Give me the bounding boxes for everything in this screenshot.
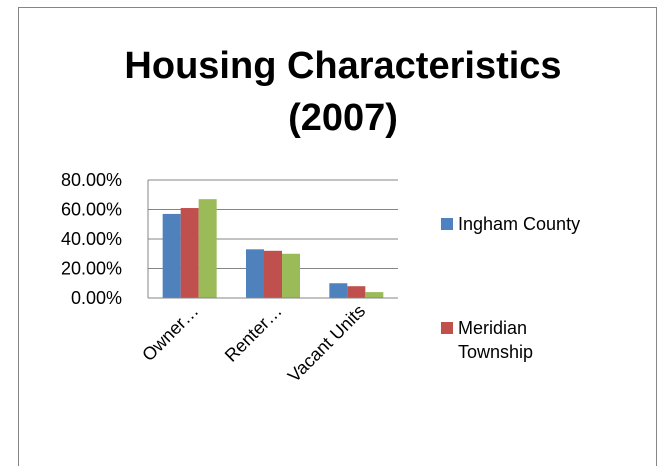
legend-swatch	[441, 218, 453, 230]
bar	[347, 286, 366, 298]
bar	[198, 199, 217, 298]
bar	[329, 283, 348, 298]
bar	[264, 250, 282, 298]
y-tick-label: 80.00%	[61, 170, 122, 190]
bar	[180, 208, 199, 298]
bar	[282, 253, 300, 298]
title-box: Housing Characteristics (2007)	[124, 45, 562, 139]
chart-title: Housing Characteristics (2007)	[124, 45, 562, 139]
legend-swatch	[441, 322, 453, 334]
y-tick-label: 20.00%	[61, 259, 122, 279]
legend-label: Ingham County	[458, 214, 581, 234]
legend-label: Meridian Township	[458, 318, 534, 362]
bar	[162, 213, 181, 298]
chart-border	[18, 7, 657, 466]
y-tick-label: 40.00%	[61, 229, 122, 249]
y-tick-label: 0.00%	[71, 288, 122, 308]
y-tick-label: 60.00%	[61, 200, 122, 220]
bar	[246, 249, 264, 298]
bar	[365, 292, 384, 298]
